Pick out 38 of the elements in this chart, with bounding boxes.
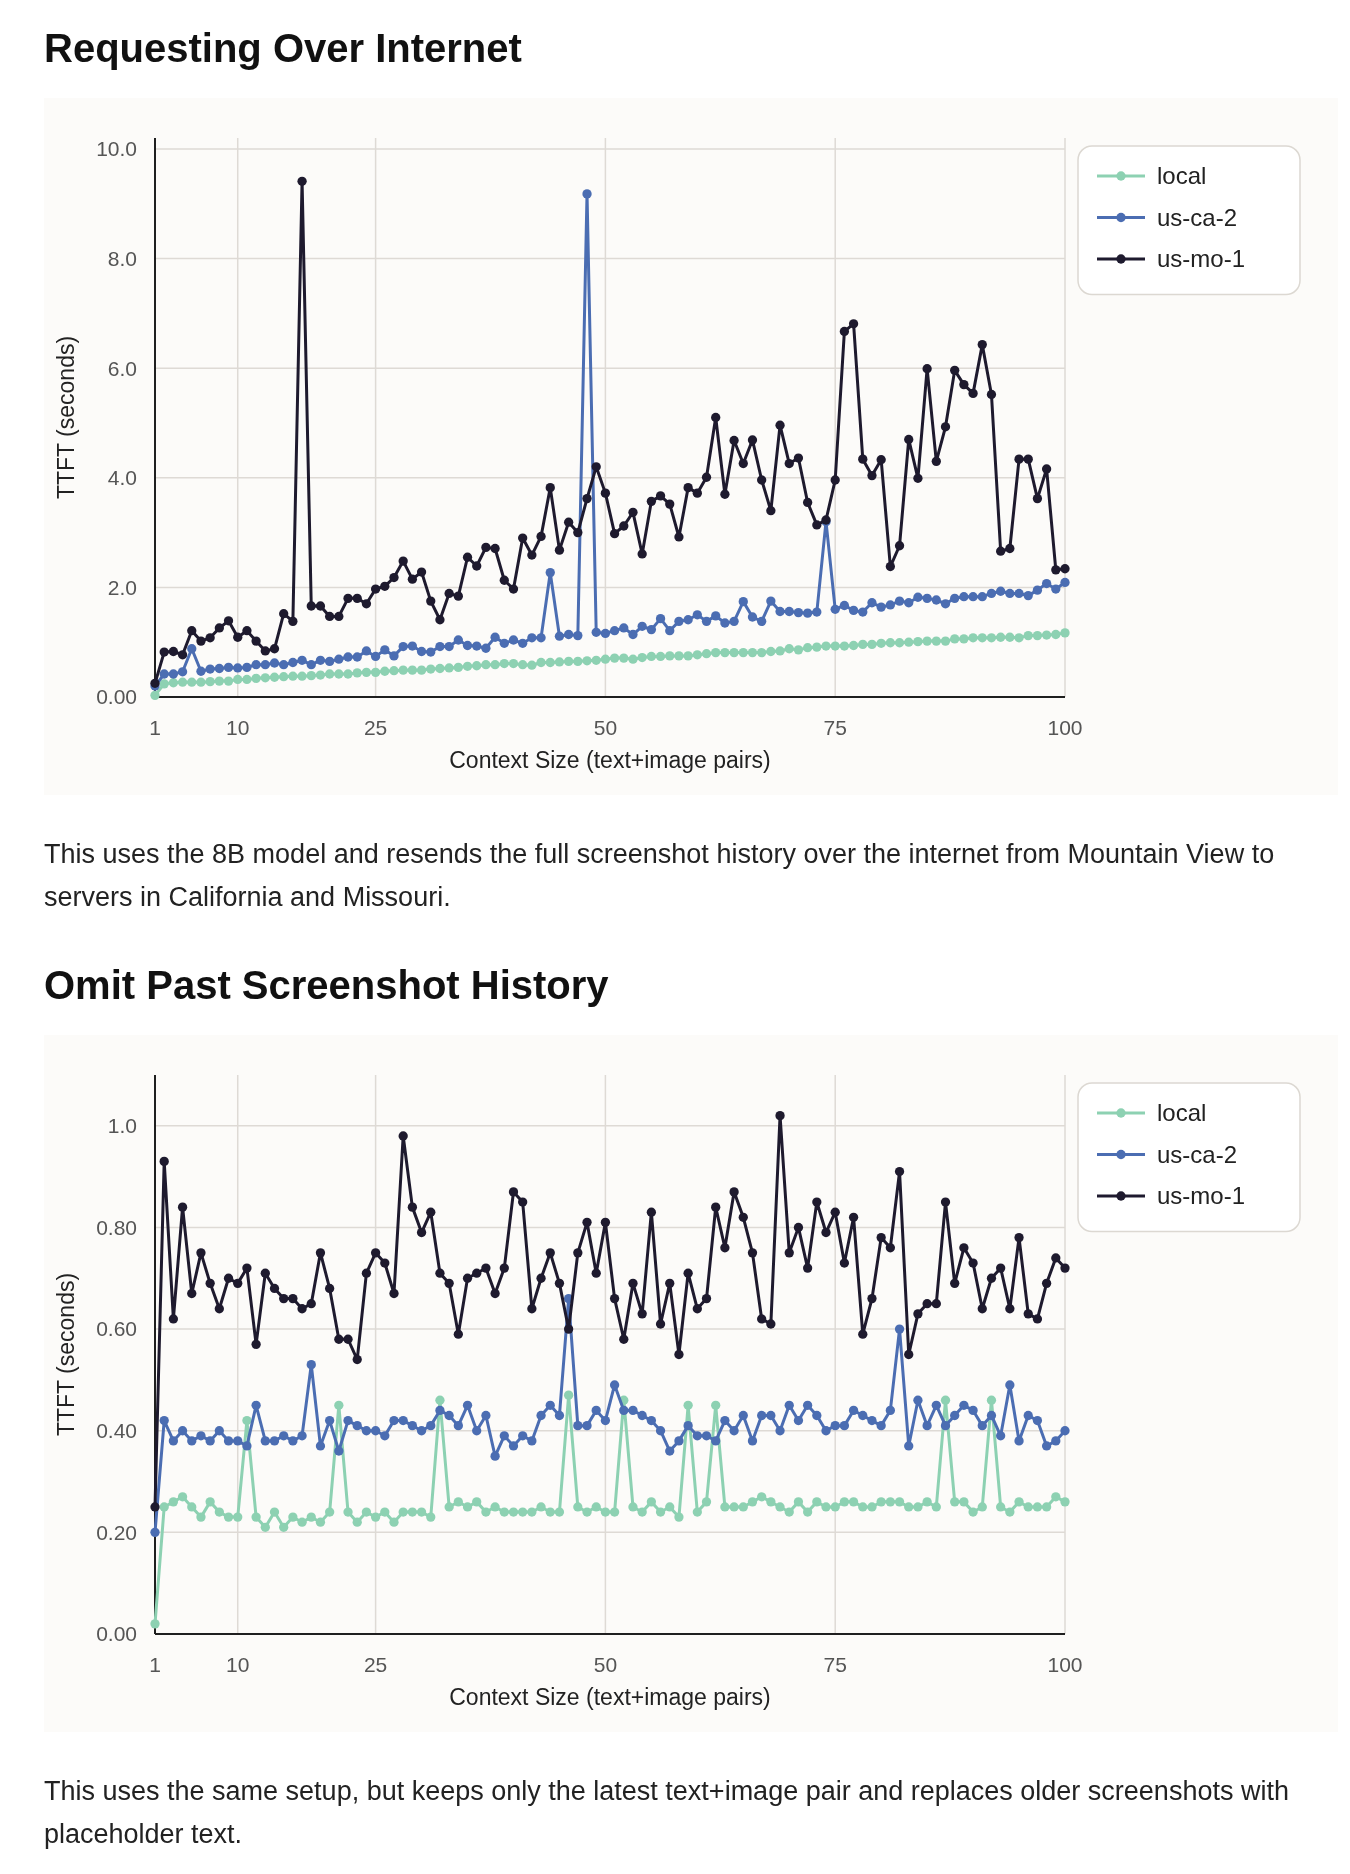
legend-label: us-mo-1 (1157, 245, 1246, 273)
y-tick-label: 0.80 (96, 1215, 137, 1239)
y-tick-label: 0.60 (96, 1317, 137, 1341)
x-tick-label: 100 (1047, 1653, 1083, 1676)
y-tick-label: 0.00 (96, 1622, 137, 1646)
y-tick-label: 10.0 (96, 137, 137, 161)
text: This uses the same setup, but keeps only the latest text+image pair and replaces older screenshots with placeholder text. (44, 1775, 1290, 1851)
y-tick-label: 2.0 (107, 575, 137, 599)
y-axis-title: TTFT (seconds) (53, 335, 79, 500)
x-tick-label: 1 (149, 716, 161, 739)
x-tick-label: 75 (823, 1653, 847, 1676)
y-tick-label: 4.0 (107, 466, 137, 490)
x-tick-label: 10 (226, 1653, 250, 1676)
legend-label: us-ca-2 (1157, 203, 1238, 231)
x-tick-label: 10 (226, 716, 250, 739)
y-axis-title: TTFT (seconds) (53, 1272, 79, 1437)
y-tick-label: 0.00 (96, 685, 137, 709)
legend-label: us-ca-2 (1157, 1140, 1238, 1168)
y-tick-label: 8.0 (107, 246, 137, 270)
x-tick-label: 50 (593, 1653, 618, 1676)
text: This uses the 8B model and resends the full screenshot history over the internet from Mountain View to servers in California and Missouri. (44, 838, 1276, 914)
legend-label: us-mo-1 (1157, 1182, 1246, 1210)
legend-label: local (1157, 1099, 1207, 1127)
x-axis-title: Context Size (text+image pairs) (449, 747, 771, 773)
chart-title: Omit Past Screenshot History (44, 963, 610, 1007)
x-tick-label: 50 (593, 716, 618, 739)
x-tick-label: 1 (149, 1653, 161, 1676)
x-tick-label: 25 (363, 716, 388, 739)
y-tick-label: 0.40 (96, 1419, 137, 1443)
y-tick-label: 1.0 (107, 1114, 137, 1138)
y-tick-label: 6.0 (107, 356, 137, 380)
x-tick-label: 100 (1047, 716, 1083, 739)
x-axis-title: Context Size (text+image pairs) (449, 1684, 771, 1710)
x-tick-label: 75 (823, 716, 847, 739)
x-tick-label: 25 (363, 1653, 388, 1676)
legend-label: local (1157, 162, 1207, 190)
chart-title: Requesting Over Internet (44, 26, 522, 70)
y-tick-label: 0.20 (96, 1520, 137, 1544)
